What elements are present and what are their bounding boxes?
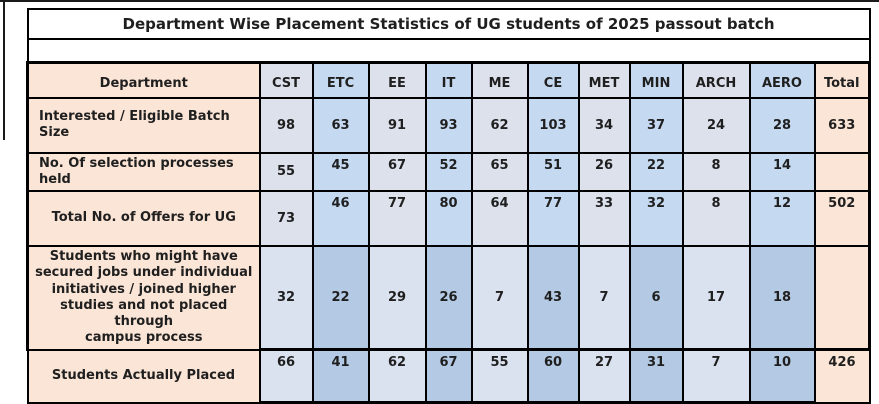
page-border-top [0, 0, 879, 2]
value-cell: 63 [311, 96, 370, 154]
value-cell: 73 [258, 190, 314, 247]
value-cell: 80 [424, 190, 473, 247]
value-cell: 31 [628, 348, 684, 404]
value-cell: 33 [577, 190, 631, 247]
spacer-cell [26, 39, 871, 63]
header-etc: ETC [311, 61, 370, 99]
value-cell: 32 [628, 190, 684, 247]
empty-cell [813, 245, 871, 351]
header-total: Total [813, 61, 871, 99]
value-cell: 34 [577, 96, 631, 154]
value-cell: 65 [470, 151, 529, 192]
header-ee: EE [367, 61, 427, 99]
value-cell: 52 [424, 151, 473, 192]
column-header-row: Department CST ETC EE IT ME CE MET MIN ARCH AERO To… [26, 61, 871, 99]
value-cell: 26 [577, 151, 631, 192]
row-label: Interested / Eligible Batch Size [26, 96, 261, 154]
value-cell: 67 [424, 348, 473, 404]
value-cell: 18 [748, 245, 816, 351]
value-cell: 29 [367, 245, 427, 351]
value-cell: 7 [470, 245, 529, 351]
value-cell: 91 [367, 96, 427, 154]
value-cell: 22 [311, 245, 370, 351]
value-cell: 93 [424, 96, 473, 154]
row-label: Total No. of Offers for UG [26, 190, 261, 247]
header-arch: ARCH [681, 61, 751, 99]
value-cell: 55 [470, 348, 529, 404]
value-cell: 37 [628, 96, 684, 154]
value-cell: 60 [526, 348, 580, 404]
header-min: MIN [628, 61, 684, 99]
table-row: Students Actually Placed 66 41 62 67 55 60 27 31… [26, 348, 871, 404]
value-cell: 8 [681, 151, 751, 192]
value-cell: 27 [577, 348, 631, 404]
value-cell: 22 [628, 151, 684, 192]
table-row: Total No. of Offers for UG 73 46 77 80 64 77 33… [26, 190, 871, 247]
value-cell: 51 [526, 151, 580, 192]
value-cell: 6 [628, 245, 684, 351]
value-cell: 28 [748, 96, 816, 154]
value-cell: 502 [813, 190, 871, 247]
value-cell: 103 [526, 96, 580, 154]
value-cell: 67 [367, 151, 427, 192]
header-ce: CE [526, 61, 580, 99]
title-row: Department Wise Placement Statistics of … [26, 8, 871, 40]
header-aero: AERO [748, 61, 816, 99]
value-cell: 77 [367, 190, 427, 247]
value-cell: 24 [681, 96, 751, 154]
value-cell: 8 [681, 190, 751, 247]
header-cst: CST [258, 61, 314, 99]
table-row: Students who might have secured jobs und… [26, 245, 871, 351]
value-cell: 633 [813, 96, 871, 154]
value-cell: 7 [577, 245, 631, 351]
empty-cell [813, 151, 871, 192]
value-cell: 12 [748, 190, 816, 247]
page-border-left [3, 0, 5, 140]
value-cell: 98 [258, 96, 314, 154]
value-cell: 45 [311, 151, 370, 192]
value-cell: 10 [748, 348, 816, 404]
value-cell: 32 [258, 245, 314, 351]
value-cell: 62 [470, 96, 529, 154]
value-cell: 64 [470, 190, 529, 247]
value-cell: 17 [681, 245, 751, 351]
header-it: IT [424, 61, 473, 99]
value-cell: 43 [526, 245, 580, 351]
table-row: Interested / Eligible Batch Size 98 63 91 93… [26, 96, 871, 154]
header-department: Department [26, 61, 261, 99]
value-cell: 77 [526, 190, 580, 247]
value-cell: 7 [681, 348, 751, 404]
header-met: MET [577, 61, 631, 99]
placement-statistics-table: Department Wise Placement Statistics of … [26, 8, 871, 404]
table-title: Department Wise Placement Statistics of … [26, 8, 871, 40]
header-me: ME [470, 61, 529, 99]
value-cell: 26 [424, 245, 473, 351]
row-label: Students Actually Placed [26, 348, 261, 404]
table-row: No. Of selection processes held 55 45 67 52 6… [26, 151, 871, 192]
spacer-row [26, 39, 871, 63]
value-cell: 41 [311, 348, 370, 404]
row-label: No. Of selection processes held [26, 151, 261, 192]
value-cell: 14 [748, 151, 816, 192]
value-cell: 426 [813, 348, 871, 404]
value-cell: 55 [258, 151, 314, 192]
value-cell: 62 [367, 348, 427, 404]
row-label: Students who might have secured jobs und… [26, 245, 261, 351]
value-cell: 46 [311, 190, 370, 247]
value-cell: 66 [258, 348, 314, 404]
